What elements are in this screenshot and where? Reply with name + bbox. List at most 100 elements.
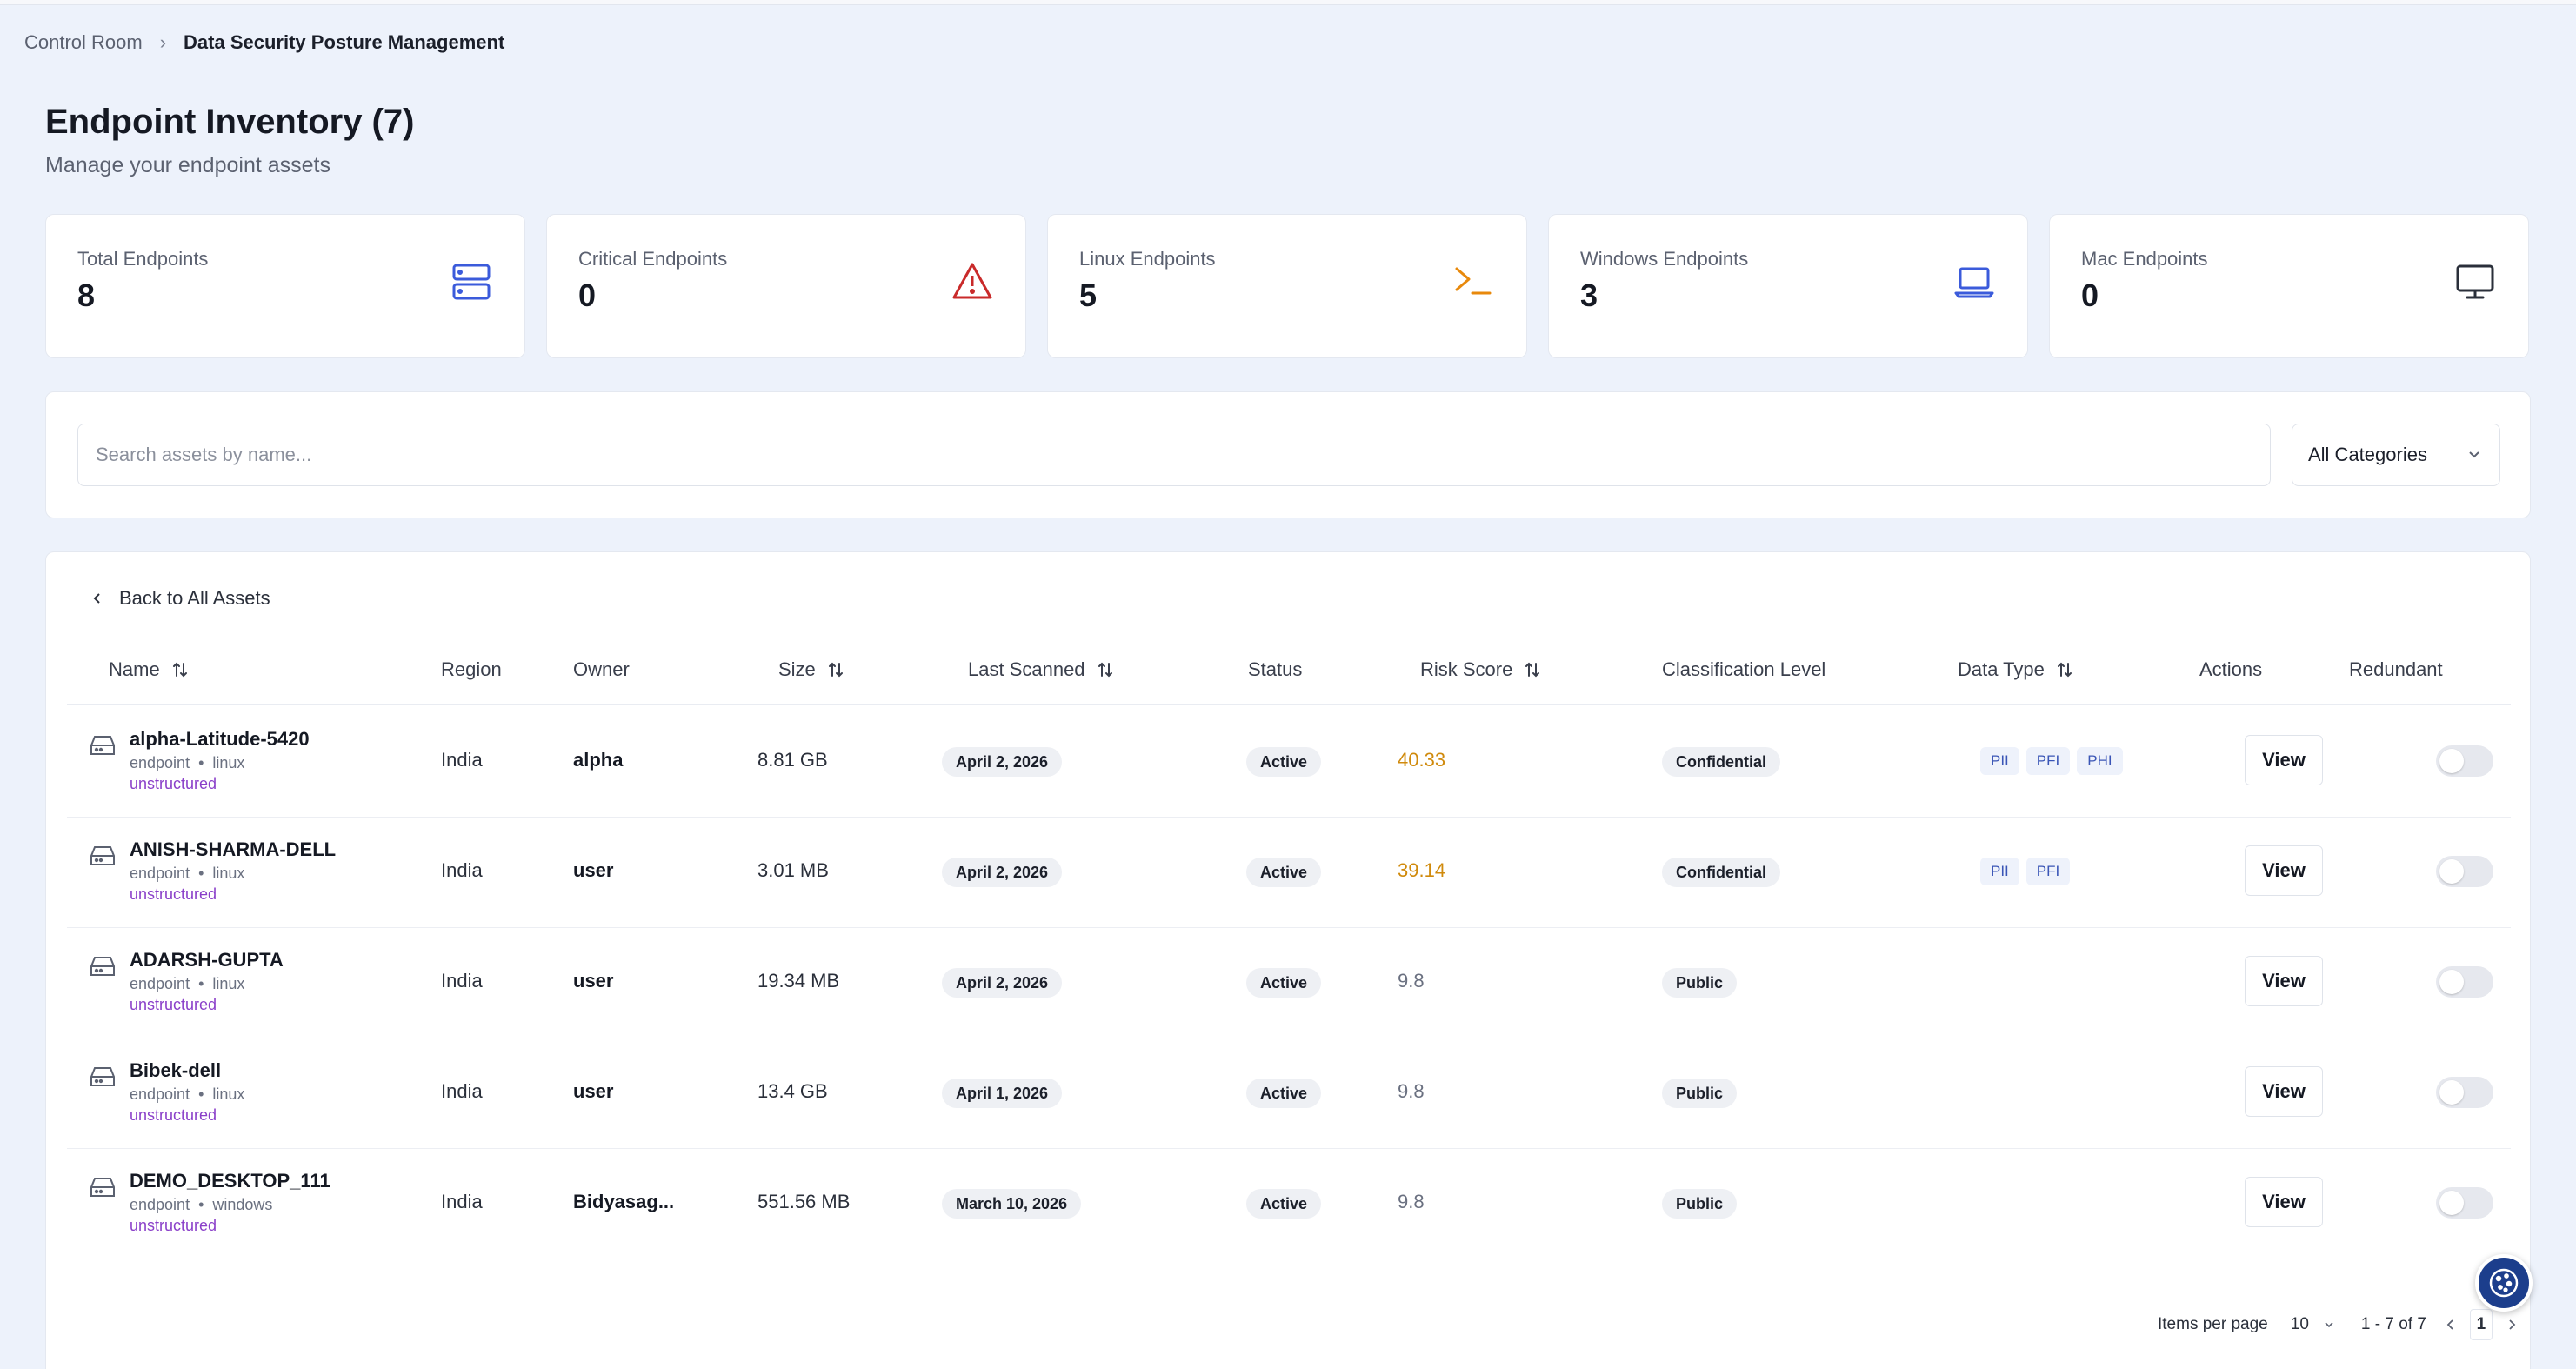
terminal-icon xyxy=(1455,267,1492,295)
column-label: Owner xyxy=(573,658,630,680)
asset-meta: endpoint • linux xyxy=(130,975,244,993)
sort-icon[interactable] xyxy=(170,660,190,679)
cookie-settings-button[interactable] xyxy=(2475,1254,2533,1312)
stat-card-linux: Linux Endpoints 5 xyxy=(1047,214,1527,358)
redundant-toggle[interactable] xyxy=(2436,1077,2493,1108)
view-button[interactable]: View xyxy=(2245,845,2323,896)
search-input[interactable] xyxy=(77,424,2271,486)
stat-card-windows: Windows Endpoints 3 xyxy=(1548,214,2028,358)
column-header-actions: Actions xyxy=(2199,658,2262,681)
column-label: Region xyxy=(441,658,502,680)
chevron-right-icon: › xyxy=(159,31,167,53)
column-header-name[interactable]: Name xyxy=(109,658,190,681)
page-number[interactable]: 1 xyxy=(2469,1309,2493,1340)
status-badge: Active xyxy=(1246,1189,1322,1219)
cell-risk-score: 9.8 xyxy=(1398,1080,1425,1102)
column-header-risk-score[interactable]: Risk Score xyxy=(1420,658,1542,681)
sort-icon[interactable] xyxy=(1523,660,1542,679)
data-type-tag: PFI xyxy=(2025,747,2071,775)
breadcrumb-control-room[interactable]: Control Room xyxy=(24,31,143,53)
page-subtitle: Manage your endpoint assets xyxy=(45,153,330,177)
asset-kind: unstructured xyxy=(130,1217,217,1234)
cell-risk-score: 40.33 xyxy=(1398,749,1446,771)
category-select[interactable]: All Categories xyxy=(2292,424,2500,486)
dot-separator: • xyxy=(198,1085,204,1103)
view-button[interactable]: View xyxy=(2245,735,2323,785)
asset-name[interactable]: DEMO_DESKTOP_111 xyxy=(130,1170,330,1192)
category-select-value: All Categories xyxy=(2308,444,2427,465)
breadcrumb-current: Data Security Posture Management xyxy=(184,31,505,53)
column-header-data-type[interactable]: Data Type xyxy=(1958,658,2074,681)
cell-size: 13.4 GB xyxy=(757,1080,828,1102)
chevron-left-icon[interactable] xyxy=(2444,1318,2458,1332)
view-button[interactable]: View xyxy=(2245,1066,2323,1117)
redundant-toggle[interactable] xyxy=(2436,745,2493,777)
sort-icon[interactable] xyxy=(826,660,845,679)
sort-icon[interactable] xyxy=(1096,660,1115,679)
cookie-icon xyxy=(2489,1268,2519,1298)
stat-card-mac: Mac Endpoints 0 xyxy=(2049,214,2529,358)
asset-os: windows xyxy=(212,1196,273,1213)
cell-region: India xyxy=(441,1080,483,1102)
view-button[interactable]: View xyxy=(2245,1177,2323,1227)
asset-type: endpoint xyxy=(130,1085,190,1103)
toggle-knob xyxy=(2439,970,2464,994)
column-header-region: Region xyxy=(441,658,502,681)
column-header-size[interactable]: Size xyxy=(778,658,845,681)
back-to-all-assets-link[interactable]: Back to All Assets xyxy=(90,587,270,610)
table-row: alpha-Latitude-5420 endpoint • linux unstr… xyxy=(67,707,2511,818)
sort-icon[interactable] xyxy=(2055,660,2074,679)
search-panel: All Categories xyxy=(45,391,2531,518)
status-badge: Active xyxy=(1246,858,1322,887)
asset-name[interactable]: alpha-Latitude-5420 xyxy=(130,728,310,750)
items-per-page-label: Items per page xyxy=(2158,1315,2268,1333)
asset-os: linux xyxy=(212,975,245,992)
view-button[interactable]: View xyxy=(2245,956,2323,1006)
classification-badge: Confidential xyxy=(1662,747,1780,777)
hard-drive-icon xyxy=(90,846,115,865)
hard-drive-icon xyxy=(90,736,115,755)
toggle-knob xyxy=(2439,859,2464,884)
redundant-toggle[interactable] xyxy=(2436,856,2493,887)
asset-name[interactable]: ANISH-SHARMA-DELL xyxy=(130,838,337,860)
redundant-toggle[interactable] xyxy=(2436,966,2493,998)
dot-separator: • xyxy=(198,1196,204,1213)
asset-meta: endpoint • linux xyxy=(130,865,244,883)
cell-region: India xyxy=(441,970,483,992)
hard-drive-icon xyxy=(90,1067,115,1086)
cell-region: India xyxy=(441,859,483,881)
asset-kind: unstructured xyxy=(130,775,217,792)
stat-value: 8 xyxy=(77,277,96,313)
last-scanned-badge: April 2, 2026 xyxy=(942,858,1063,887)
cell-owner: alpha xyxy=(573,749,624,771)
data-type-tags: PII PFI xyxy=(1980,858,2077,885)
asset-type: endpoint xyxy=(130,1196,190,1213)
table-header: Name Region Owner Size Last Scanned Stat… xyxy=(67,639,2511,705)
asset-os: linux xyxy=(212,754,245,771)
column-label: Risk Score xyxy=(1420,658,1513,680)
chevron-down-icon[interactable] xyxy=(2323,1319,2335,1331)
last-scanned-badge: March 10, 2026 xyxy=(942,1189,1082,1219)
chevron-right-icon[interactable] xyxy=(2505,1318,2519,1332)
last-scanned-badge: April 1, 2026 xyxy=(942,1079,1063,1108)
redundant-toggle[interactable] xyxy=(2436,1187,2493,1219)
asset-os: linux xyxy=(212,865,245,882)
stat-label: Windows Endpoints xyxy=(1580,248,1749,270)
items-per-page-select[interactable]: 10 xyxy=(2290,1315,2309,1333)
chevron-down-icon xyxy=(2469,451,2479,458)
dot-separator: • xyxy=(198,975,204,992)
monitor-icon xyxy=(2456,264,2494,299)
column-label: Classification Level xyxy=(1662,658,1826,680)
asset-kind: unstructured xyxy=(130,1106,217,1124)
toggle-knob xyxy=(2439,1191,2464,1215)
column-header-last-scanned[interactable]: Last Scanned xyxy=(968,658,1115,681)
breadcrumb: Control Room › Data Security Posture Man… xyxy=(24,31,504,54)
classification-badge: Public xyxy=(1662,968,1738,998)
column-header-classification: Classification Level xyxy=(1662,658,1825,681)
asset-name[interactable]: Bibek-dell xyxy=(130,1059,222,1081)
stat-label: Mac Endpoints xyxy=(2081,248,2208,270)
column-label: Last Scanned xyxy=(968,658,1085,680)
classification-badge: Public xyxy=(1662,1189,1738,1219)
asset-name[interactable]: ADARSH-GUPTA xyxy=(130,949,284,971)
data-type-tags: PII PFI PHI xyxy=(1980,747,2130,775)
